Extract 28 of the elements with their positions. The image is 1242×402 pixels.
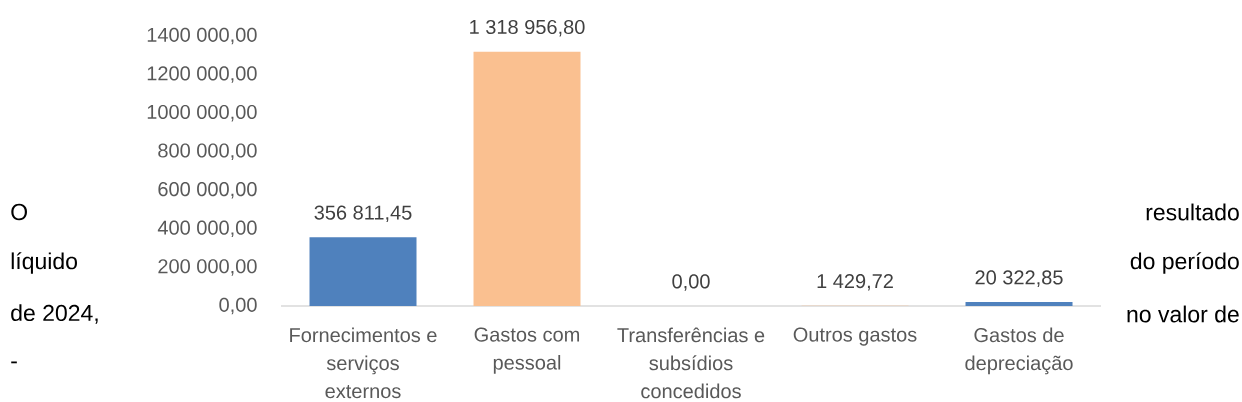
y-tick-label: 0,00 bbox=[219, 297, 257, 315]
y-tick-label: 1200 000,00 bbox=[147, 66, 257, 83]
data-label: 1 429,72 bbox=[817, 274, 893, 291]
data-label: 356 811,45 bbox=[314, 205, 412, 222]
x-tick-label: Transferências e subsídios concedidos bbox=[617, 327, 765, 399]
bar bbox=[309, 237, 417, 306]
text: líquido bbox=[11, 252, 77, 274]
y-tick-label: 600 000,00 bbox=[158, 182, 257, 199]
y-tick-label: 800 000,00 bbox=[158, 143, 257, 160]
bar bbox=[965, 302, 1073, 306]
bar bbox=[473, 51, 581, 306]
data-label: 0,00 bbox=[672, 274, 710, 291]
text: O bbox=[11, 203, 27, 221]
data-label: 20 322,85 bbox=[975, 270, 1063, 287]
x-tick-label: Outros gastos bbox=[793, 327, 917, 346]
x-tick-label: Fornecimentos e serviços externos bbox=[290, 327, 437, 399]
text: do período bbox=[1130, 252, 1239, 274]
text: resultado bbox=[1146, 203, 1239, 221]
y-tick-label: 1400 000,00 bbox=[147, 27, 257, 45]
text: de 2024, bbox=[11, 304, 98, 324]
text: no valor de bbox=[1127, 305, 1239, 323]
y-tick-label: 400 000,00 bbox=[157, 220, 257, 238]
y-tick-label: 1000 000,00 bbox=[147, 104, 257, 122]
data-label: 1 318 956,80 bbox=[470, 19, 585, 37]
y-tick-label: 200 000,00 bbox=[158, 259, 257, 276]
x-tick-label: Gastos com pessoal bbox=[474, 327, 580, 374]
x-tick-label: Gastos de depreciação bbox=[965, 327, 1073, 375]
text: - bbox=[11, 361, 17, 364]
